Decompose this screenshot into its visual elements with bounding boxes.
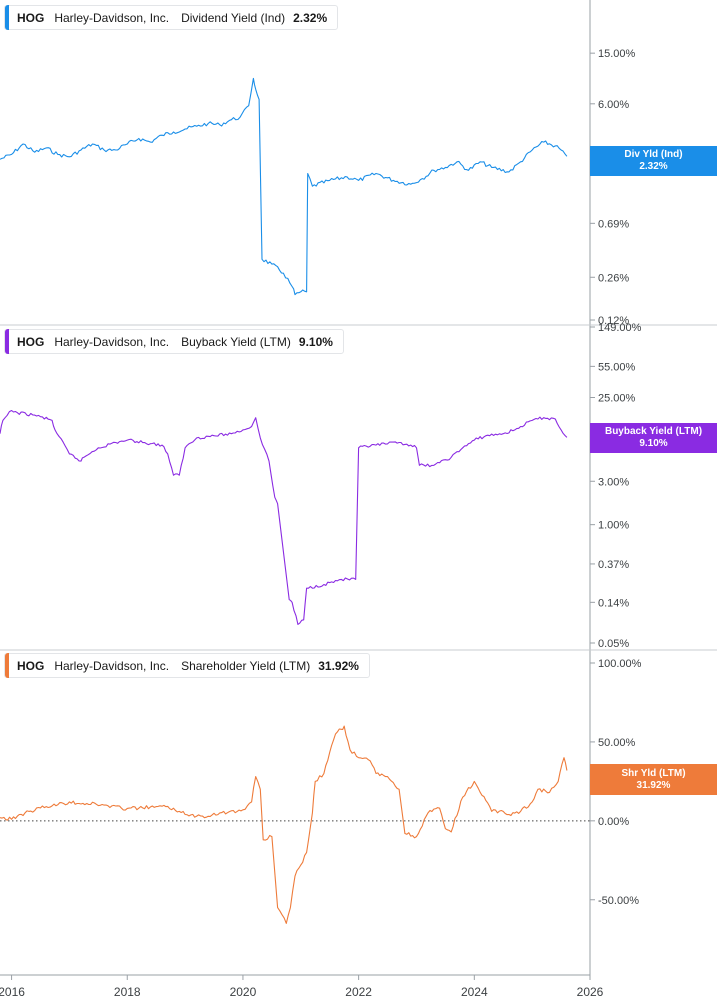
- legend-ticker: HOG: [17, 658, 45, 673]
- legend-value: 2.32%: [293, 10, 328, 25]
- x-tick-label: 2022: [345, 985, 372, 999]
- legend-value: 9.10%: [298, 334, 333, 349]
- series-line-buyback-yield-ltm-: [0, 409, 568, 625]
- y-tick-label: 0.05%: [598, 638, 629, 650]
- x-tick-label: 2026: [577, 985, 604, 999]
- y-tick-label: 0.14%: [598, 597, 629, 609]
- badge-label: Div Yld (Ind): [624, 149, 683, 160]
- badge-value: 9.10%: [639, 438, 668, 449]
- y-tick-label: 55.00%: [598, 361, 636, 373]
- legend-ticker: HOG: [17, 10, 45, 25]
- legend-ticker: HOG: [17, 334, 45, 349]
- series-color-swatch: [5, 5, 9, 30]
- y-tick-label: 50.00%: [598, 737, 636, 749]
- y-tick-label: 100.00%: [598, 658, 642, 670]
- y-tick-label: 0.26%: [598, 272, 629, 284]
- x-tick-label: 2016: [0, 985, 25, 999]
- x-tick-label: 2018: [114, 985, 141, 999]
- legend-company: Harley-Davidson, Inc.: [54, 658, 170, 673]
- y-tick-label: 15.00%: [598, 48, 636, 60]
- series-line-shareholder-yield-ltm-: [0, 725, 568, 924]
- value-badge-dividend-yield: Div Yld (Ind) 2.32%: [590, 146, 717, 176]
- badge-label: Shr Yld (LTM): [621, 768, 686, 779]
- series-color-swatch: [5, 653, 9, 678]
- series-color-swatch: [5, 329, 9, 354]
- value-badge-buyback-yield: Buyback Yield (LTM) 9.10%: [590, 423, 717, 453]
- y-tick-label: 0.37%: [598, 559, 629, 571]
- legend-metric: Buyback Yield (LTM): [181, 334, 291, 349]
- badge-label: Buyback Yield (LTM): [604, 426, 703, 437]
- y-tick-label: 25.00%: [598, 393, 636, 405]
- x-tick-label: 2020: [230, 985, 257, 999]
- series-line-dividend-yield-ind-: [0, 77, 568, 296]
- y-tick-label: -50.00%: [598, 895, 639, 907]
- legend-buyback-yield[interactable]: HOG Harley-Davidson, Inc. Buyback Yield …: [4, 329, 344, 354]
- legend-shareholder-yield[interactable]: HOG Harley-Davidson, Inc. Shareholder Yi…: [4, 653, 370, 678]
- legend-value: 31.92%: [318, 658, 359, 673]
- y-tick-label: 0.12%: [598, 315, 629, 327]
- legend-metric: Dividend Yield (Ind): [181, 10, 286, 25]
- x-tick-label: 2024: [461, 985, 488, 999]
- legend-company: Harley-Davidson, Inc.: [54, 334, 170, 349]
- y-tick-label: 1.00%: [598, 520, 629, 532]
- legend-company: Harley-Davidson, Inc.: [54, 10, 170, 25]
- y-tick-label: 3.00%: [598, 476, 629, 488]
- y-tick-label: 6.00%: [598, 99, 629, 111]
- y-tick-label: 0.00%: [598, 816, 629, 828]
- y-tick-label: 0.69%: [598, 218, 629, 230]
- badge-value: 2.32%: [639, 161, 668, 172]
- value-badge-shareholder-yield: Shr Yld (LTM) 31.92%: [590, 764, 717, 795]
- badge-value: 31.92%: [636, 780, 671, 791]
- y-tick-label: 149.00%: [598, 322, 642, 334]
- legend-dividend-yield[interactable]: HOG Harley-Davidson, Inc. Dividend Yield…: [4, 5, 339, 30]
- legend-metric: Shareholder Yield (LTM): [181, 658, 311, 673]
